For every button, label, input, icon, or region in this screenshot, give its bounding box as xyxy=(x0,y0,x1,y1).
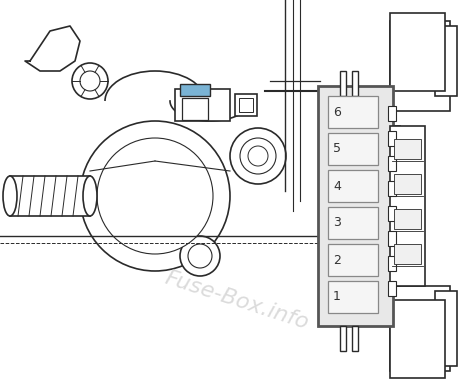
Bar xyxy=(435,291,457,366)
Ellipse shape xyxy=(3,176,17,216)
Bar xyxy=(390,126,425,286)
Text: Fuse-Box.info: Fuse-Box.info xyxy=(163,268,311,334)
Bar xyxy=(394,174,421,194)
Circle shape xyxy=(97,138,213,254)
Bar xyxy=(328,207,378,239)
Circle shape xyxy=(230,128,286,184)
Text: 5: 5 xyxy=(333,142,341,156)
Circle shape xyxy=(80,121,230,271)
Bar xyxy=(328,96,378,128)
Text: 4: 4 xyxy=(333,179,341,192)
Bar xyxy=(175,89,230,121)
Bar xyxy=(388,131,396,146)
Text: 6: 6 xyxy=(333,106,341,118)
Circle shape xyxy=(180,236,220,276)
Bar xyxy=(388,106,396,121)
Circle shape xyxy=(240,138,276,174)
Bar xyxy=(235,94,257,116)
Bar xyxy=(390,21,450,111)
Bar xyxy=(328,244,378,276)
Ellipse shape xyxy=(83,176,97,216)
Circle shape xyxy=(72,63,108,99)
Text: 1: 1 xyxy=(333,291,341,303)
Bar xyxy=(388,231,396,246)
Bar xyxy=(435,26,457,96)
Bar xyxy=(318,86,393,326)
Bar xyxy=(239,98,253,112)
Bar xyxy=(328,170,378,202)
Bar xyxy=(340,326,346,351)
Circle shape xyxy=(248,146,268,166)
Bar xyxy=(10,176,90,216)
Bar xyxy=(390,13,445,91)
Bar xyxy=(328,281,378,313)
Bar xyxy=(328,133,378,165)
Bar xyxy=(388,256,396,271)
Bar xyxy=(394,244,421,264)
Bar xyxy=(394,209,421,229)
Bar xyxy=(352,326,358,351)
Bar xyxy=(390,300,445,378)
Bar xyxy=(388,281,396,296)
Bar xyxy=(394,139,421,159)
Bar xyxy=(182,98,208,120)
Bar xyxy=(388,181,396,196)
Bar xyxy=(388,206,396,221)
Circle shape xyxy=(80,71,100,91)
Text: 3: 3 xyxy=(333,217,341,230)
Bar xyxy=(0,0,340,391)
Bar xyxy=(388,156,396,171)
Bar xyxy=(352,71,358,96)
Bar xyxy=(388,126,400,286)
Text: 2: 2 xyxy=(333,253,341,267)
Bar xyxy=(390,286,450,371)
Polygon shape xyxy=(25,26,80,71)
Bar xyxy=(340,71,346,96)
Bar xyxy=(180,84,210,96)
Circle shape xyxy=(188,244,212,268)
